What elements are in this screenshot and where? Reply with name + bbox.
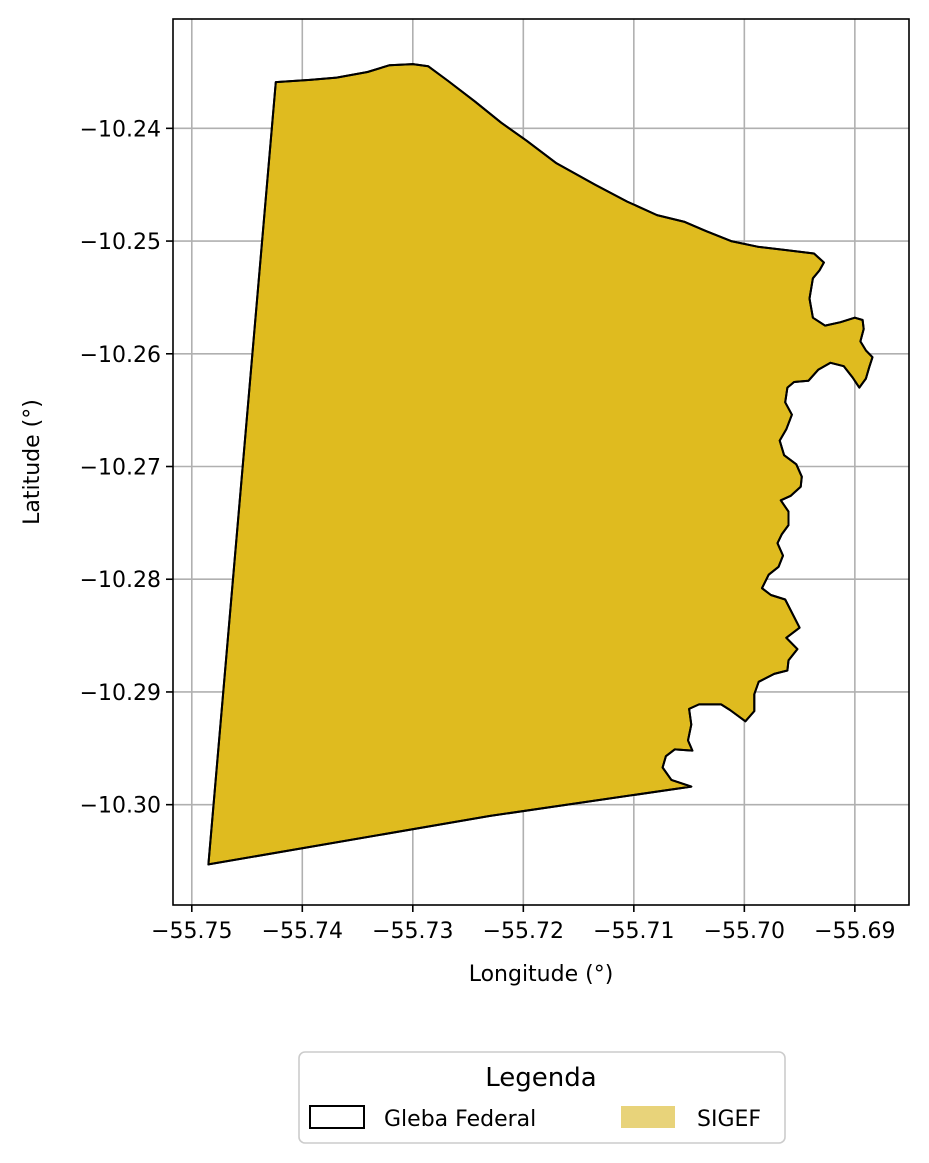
plot-area: −55.75 −55.74 −55.73 −55.72 −55.71 −55.70 −55.… [80, 18, 910, 944]
x-tick-label: −55.75 [151, 919, 232, 944]
plot-frame [172, 18, 910, 906]
polygon-gleba-federal [207, 63, 874, 866]
y-tick-label: −10.27 [80, 456, 161, 481]
y-tick-label: −10.28 [80, 568, 161, 593]
y-tick-label: −10.30 [80, 794, 161, 819]
y-axis-label: Latitude (°) [20, 399, 45, 525]
y-tick-label: −10.26 [80, 343, 161, 368]
legend-label-sigef: SIGEF [697, 1107, 761, 1132]
legend-label-gleba-federal: Gleba Federal [384, 1107, 536, 1132]
legend-swatch-sigef [621, 1106, 675, 1128]
legend-swatch-gleba-federal [309, 1105, 365, 1129]
x-tick-label: −55.73 [372, 919, 453, 944]
x-axis-label: Longitude (°) [469, 962, 614, 987]
x-axis-ticks: −55.75 −55.74 −55.73 −55.72 −55.71 −55.70 −55.… [151, 905, 896, 944]
legend-title: Legenda [485, 1063, 596, 1093]
y-axis-ticks: −10.24 −10.25 −10.26 −10.27 −10.28 −10.29 −10.… [80, 117, 173, 819]
x-tick-label: −55.74 [262, 919, 343, 944]
map-layers [207, 63, 874, 866]
y-tick-label: −10.25 [80, 230, 161, 255]
y-tick-label: −10.24 [80, 117, 161, 142]
x-tick-label: −55.72 [483, 919, 564, 944]
x-tick-label: −55.70 [704, 919, 785, 944]
x-tick-label: −55.69 [814, 919, 895, 944]
x-tick-label: −55.71 [593, 919, 674, 944]
y-tick-label: −10.29 [80, 681, 161, 706]
legend: Legenda Gleba Federal SIGEF [298, 1051, 786, 1144]
